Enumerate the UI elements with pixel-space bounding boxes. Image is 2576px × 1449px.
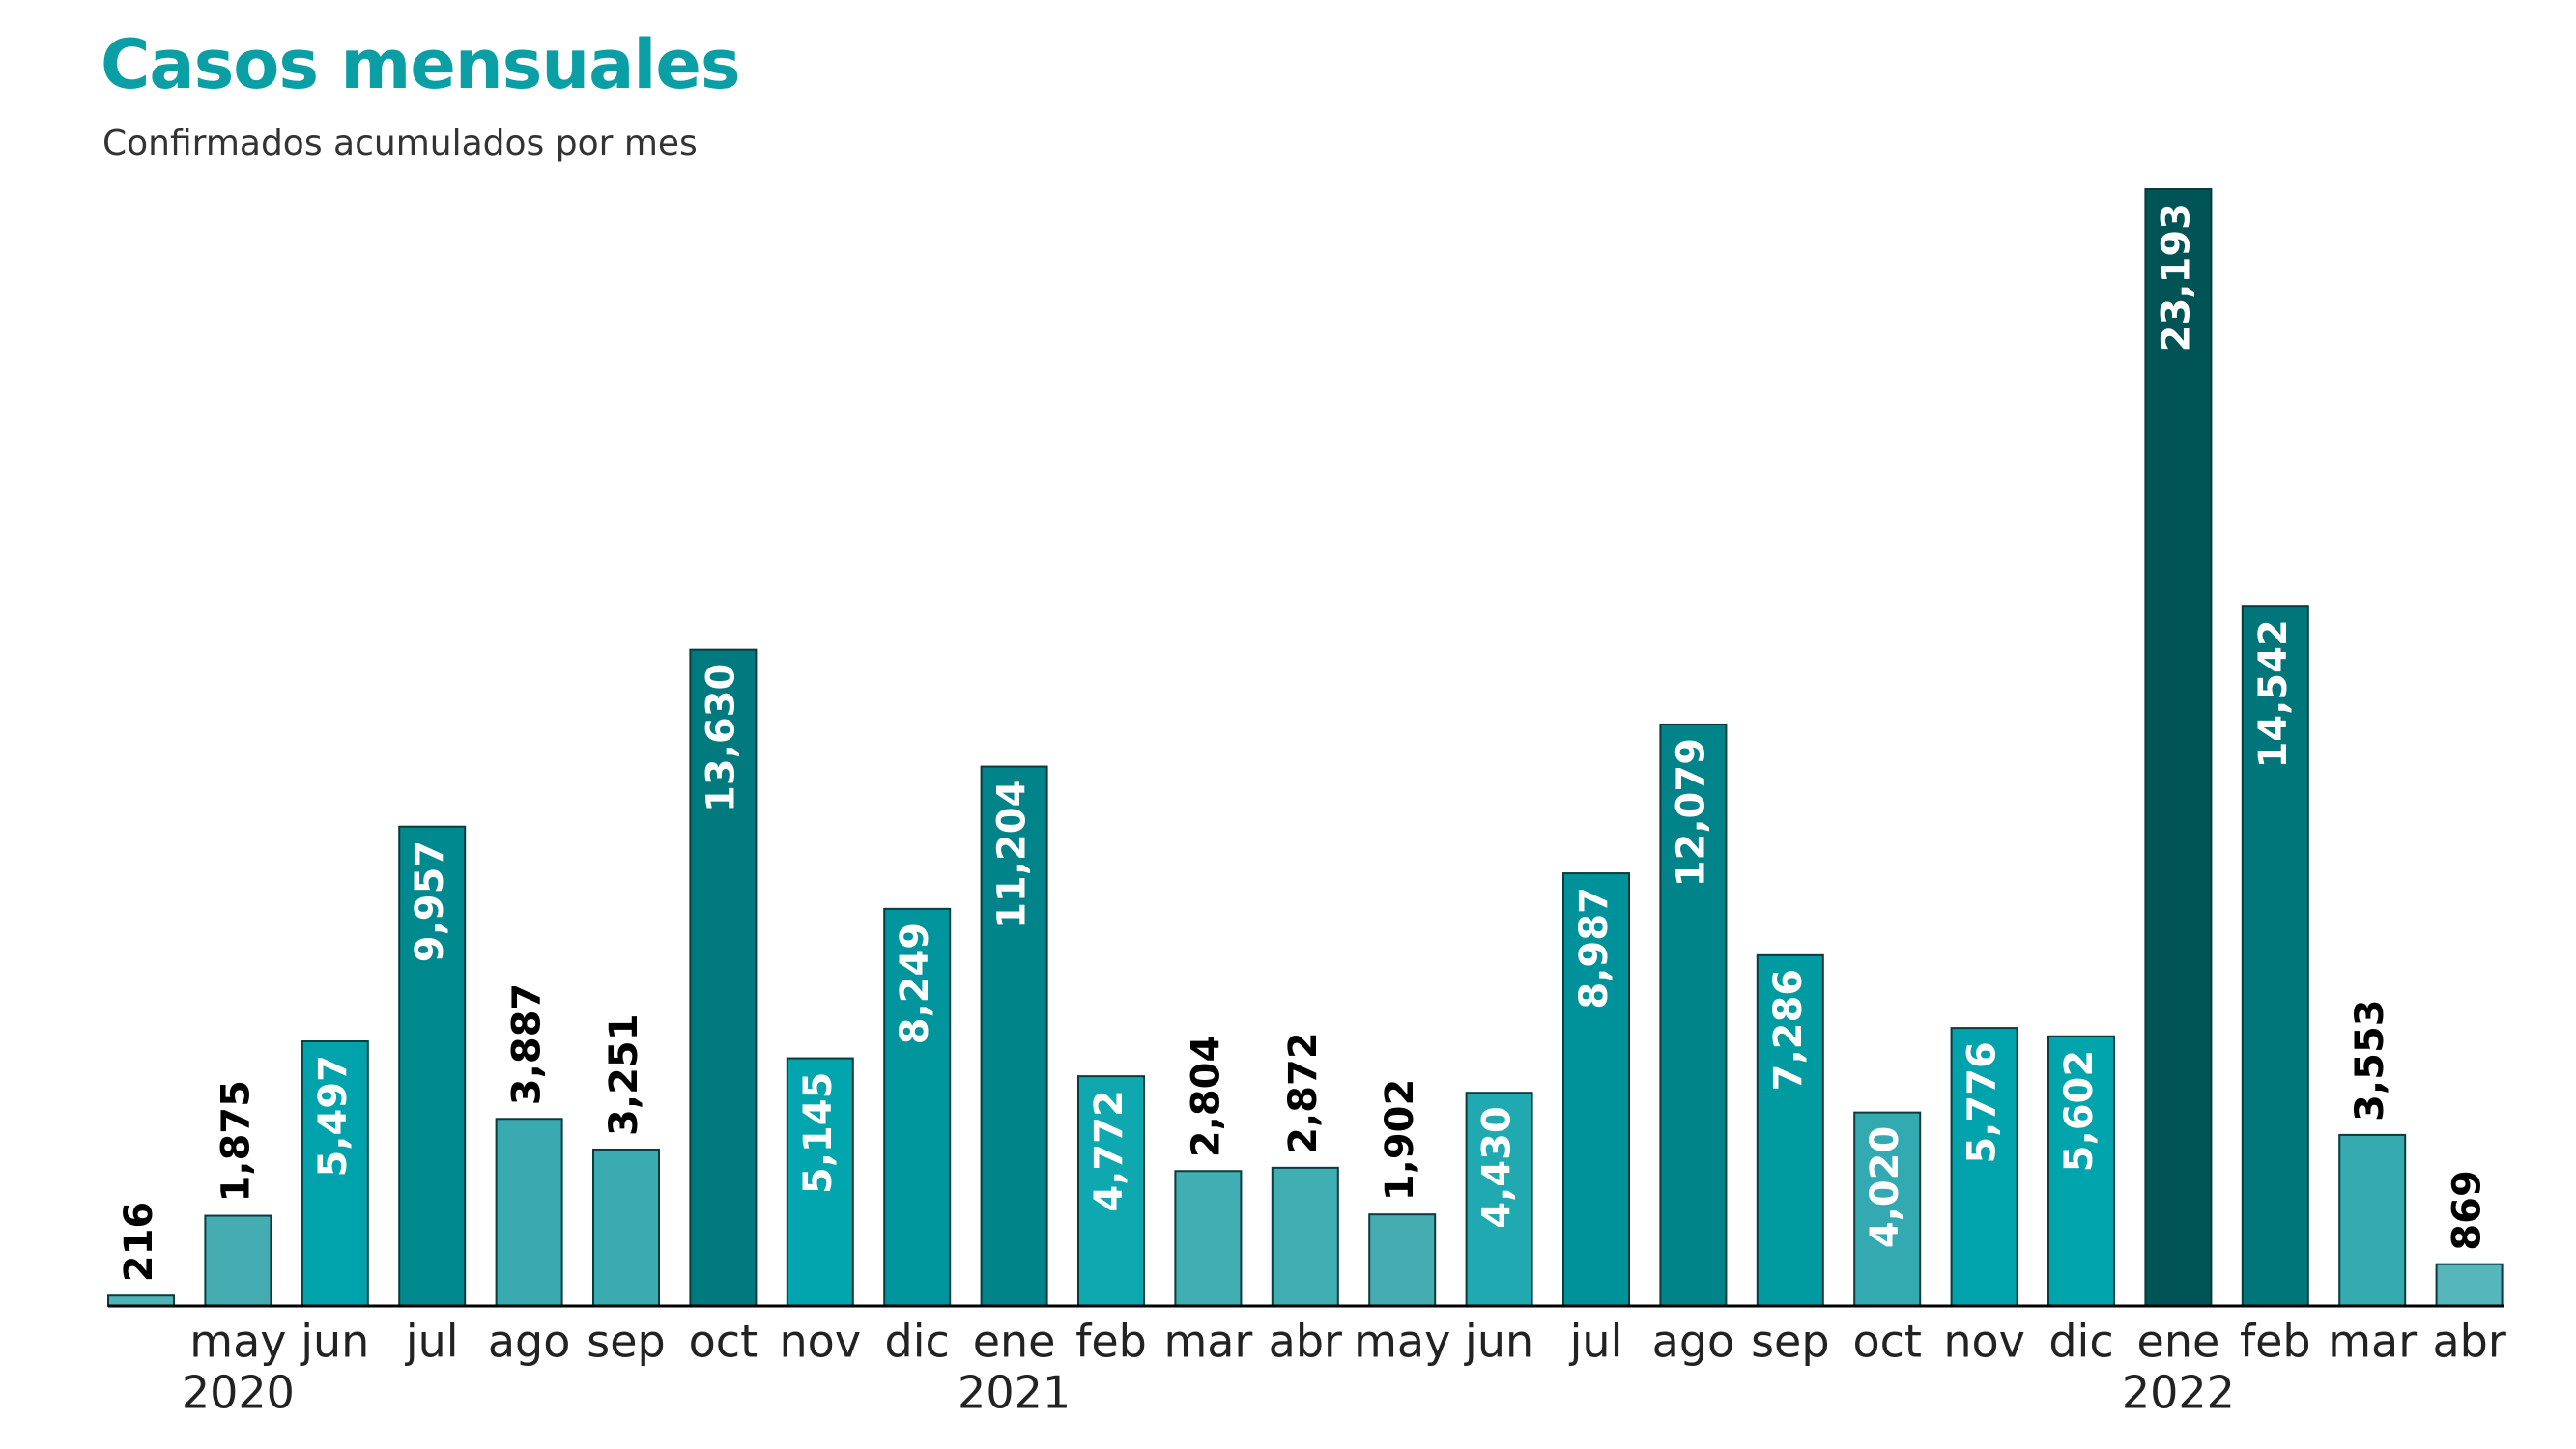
x-tick-label: ene: [2137, 1316, 2220, 1368]
chart-subtitle: Confirmados acumulados por mes: [102, 124, 698, 163]
x-tick-label: oct: [1852, 1316, 1921, 1368]
x-tick-label: jun: [1464, 1316, 1533, 1368]
value-label: 5,602: [2057, 1050, 2102, 1173]
bar: [980, 765, 1048, 1307]
x-tick-label: sep: [587, 1316, 665, 1368]
bar: [1174, 1170, 1243, 1308]
bar: [689, 648, 758, 1307]
x-tick-label: mar: [1163, 1316, 1252, 1368]
bar: [786, 1057, 854, 1307]
value-label: 7,286: [1766, 969, 1811, 1092]
value-label: 14,542: [2251, 619, 2296, 768]
value-label: 3,887: [505, 983, 550, 1106]
value-label: 5,497: [311, 1055, 356, 1178]
bar: [2435, 1263, 2504, 1308]
bar: [2047, 1035, 2115, 1307]
bar: [495, 1118, 563, 1307]
value-label: 9,957: [408, 840, 452, 963]
value-label: 4,430: [1475, 1106, 1520, 1229]
x-tick-label: sep: [1751, 1316, 1829, 1368]
value-label: 13,630: [699, 664, 743, 812]
value-label: 3,251: [602, 1013, 646, 1136]
chart-title: Casos mensuales: [100, 25, 740, 104]
plot: 216 1,875 may 5,497 jun 9,957 jul 3,887 ago 3,251…: [107, 188, 2506, 1419]
value-label: 11,204: [990, 781, 1035, 929]
value-label: 5,145: [796, 1072, 841, 1195]
x-tick-label: feb: [2240, 1316, 2311, 1368]
value-label: 8,249: [893, 923, 937, 1045]
bar: [107, 1294, 175, 1308]
bar: [1659, 723, 1728, 1307]
value-label: 1,902: [1378, 1079, 1422, 1202]
value-label: 8,987: [1572, 887, 1617, 1009]
value-label: 5,776: [1961, 1041, 2005, 1164]
year-label: 2021: [958, 1367, 1071, 1419]
value-label: 23,193: [2154, 203, 2198, 352]
value-label: 2,872: [1281, 1032, 1326, 1154]
x-tick-label: ago: [488, 1316, 571, 1368]
value-label: 2,804: [1184, 1036, 1228, 1158]
value-label: 4,020: [1863, 1126, 1907, 1249]
value-label: 3,553: [2348, 999, 2392, 1122]
x-tick-label: abr: [1269, 1316, 1342, 1368]
x-tick-label: may: [1354, 1316, 1450, 1368]
bar: [592, 1148, 660, 1308]
x-tick-label: dic: [885, 1316, 950, 1368]
x-tick-label: feb: [1075, 1316, 1147, 1368]
value-label: 4,772: [1087, 1090, 1131, 1212]
x-tick-label: jul: [405, 1316, 459, 1368]
bar: [2144, 188, 2213, 1307]
x-tick-label: jun: [300, 1316, 369, 1368]
x-tick-label: dic: [2048, 1316, 2113, 1368]
value-label: 869: [2446, 1170, 2490, 1251]
x-tick-label: may: [189, 1316, 286, 1368]
x-tick-label: nov: [780, 1316, 862, 1368]
year-label: 2020: [182, 1367, 295, 1419]
x-tick-label: jul: [1569, 1316, 1623, 1368]
bar: [1756, 953, 1824, 1307]
bar: [1368, 1213, 1437, 1308]
bar: [398, 825, 467, 1307]
value-label: 1,875: [214, 1080, 258, 1203]
bar: [1465, 1092, 1533, 1307]
value-label: 12,079: [1669, 738, 1713, 887]
value-label: 216: [117, 1202, 161, 1283]
bar: [204, 1214, 272, 1307]
bar: [1853, 1111, 1922, 1308]
bar: [2338, 1133, 2407, 1308]
bar: [1271, 1166, 1339, 1307]
year-label: 2022: [2122, 1367, 2235, 1419]
x-tick-label: ene: [973, 1316, 1056, 1368]
x-tick-label: mar: [2328, 1316, 2417, 1368]
x-tick-label: abr: [2432, 1316, 2505, 1368]
bar: [301, 1040, 369, 1308]
x-tick-label: ago: [1652, 1316, 1735, 1368]
x-tick-label: oct: [689, 1316, 758, 1368]
x-tick-label: nov: [1943, 1316, 2025, 1368]
